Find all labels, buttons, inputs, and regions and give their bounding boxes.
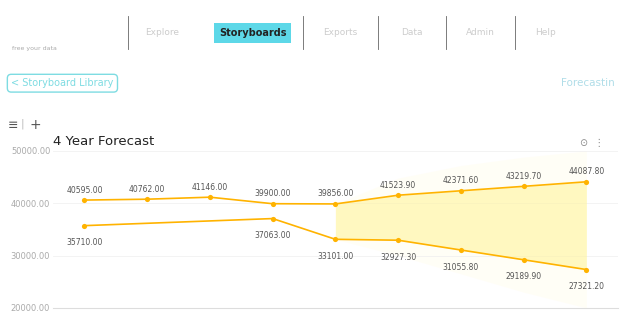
Text: 37063.00: 37063.00	[255, 231, 291, 240]
Text: |: |	[21, 118, 24, 129]
Text: 42371.60: 42371.60	[443, 176, 479, 185]
Text: 4 Year Forecast: 4 Year Forecast	[53, 135, 154, 148]
Point	[456, 248, 466, 253]
Text: ≡: ≡	[7, 119, 18, 132]
Text: +: +	[30, 118, 42, 132]
Point	[393, 238, 403, 243]
Point	[519, 257, 529, 262]
Text: 40595.00: 40595.00	[66, 186, 103, 194]
Text: Exports: Exports	[323, 28, 357, 37]
Point	[205, 195, 215, 200]
Text: Help: Help	[535, 28, 557, 37]
Text: 40762.00: 40762.00	[129, 185, 165, 194]
Point	[331, 202, 341, 207]
Text: 32927.30: 32927.30	[380, 253, 416, 262]
Point	[268, 216, 278, 221]
Text: 27321.20: 27321.20	[568, 282, 605, 291]
Text: Data: Data	[401, 28, 422, 37]
Point	[582, 267, 592, 272]
Text: free your data: free your data	[12, 46, 57, 52]
Text: 31055.80: 31055.80	[443, 262, 479, 272]
Point	[393, 193, 403, 198]
Text: 41523.90: 41523.90	[380, 181, 416, 190]
Point	[456, 188, 466, 193]
Text: < Storyboard Library: < Storyboard Library	[11, 78, 114, 88]
Text: ⊙  ⋮: ⊙ ⋮	[580, 138, 603, 148]
Text: Admin: Admin	[466, 28, 495, 37]
Point	[79, 197, 89, 202]
Point	[331, 237, 341, 242]
Text: Explore: Explore	[145, 28, 179, 37]
Text: 44087.80: 44087.80	[568, 167, 605, 176]
Text: Forecastin: Forecastin	[561, 78, 615, 88]
Text: 33101.00: 33101.00	[317, 252, 354, 261]
Point	[79, 223, 89, 228]
Point	[519, 184, 529, 189]
Text: 29189.90: 29189.90	[505, 272, 542, 281]
Text: 39856.00: 39856.00	[317, 189, 354, 198]
Text: 35710.00: 35710.00	[66, 238, 102, 247]
Text: 41146.00: 41146.00	[192, 183, 228, 192]
Text: Storyboards: Storyboards	[219, 28, 286, 38]
Text: 43219.70: 43219.70	[505, 172, 542, 181]
Point	[142, 197, 152, 202]
Point	[582, 179, 592, 184]
Text: 39900.00: 39900.00	[255, 189, 291, 198]
Text: ⚙ OneModel: ⚙ OneModel	[12, 25, 75, 34]
Point	[268, 201, 278, 206]
